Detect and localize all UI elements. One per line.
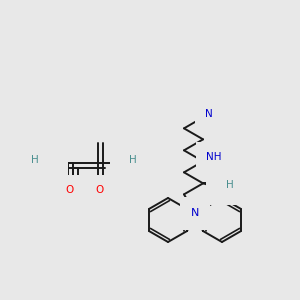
Text: H: H (224, 178, 232, 188)
Text: NH: NH (206, 152, 222, 162)
Text: O: O (39, 158, 47, 168)
Text: O: O (217, 173, 225, 183)
Text: N: N (205, 109, 213, 119)
Text: H: H (129, 155, 137, 165)
Text: O: O (121, 158, 129, 168)
Text: O: O (49, 159, 57, 169)
Text: H: H (44, 159, 52, 169)
Text: O: O (71, 193, 79, 203)
Text: H: H (226, 180, 234, 190)
Text: O: O (96, 185, 104, 195)
Text: H: H (31, 155, 39, 165)
Text: O: O (66, 185, 74, 195)
Text: O: O (217, 184, 225, 194)
Text: N: N (191, 208, 199, 218)
